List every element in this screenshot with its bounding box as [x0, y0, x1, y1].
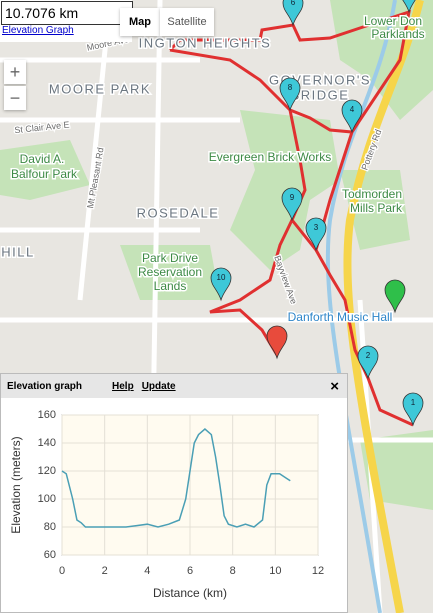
- elevation-link[interactable]: Elevation Graph: [2, 25, 74, 36]
- distance-box: Elevation Graph: [0, 0, 133, 42]
- elevation-line: [61, 428, 291, 528]
- map-label: Lands: [154, 279, 187, 293]
- map-label: MOORE PARK: [49, 81, 151, 96]
- pin: [279, 77, 301, 112]
- route-marker[interactable]: 10: [210, 267, 232, 302]
- marker-label: 6: [291, 0, 296, 7]
- y-tick-label: 140: [38, 437, 56, 449]
- x-tick-label: 12: [312, 565, 324, 577]
- zoom-in[interactable]: +: [4, 60, 26, 84]
- route-marker[interactable]: 4: [341, 99, 363, 134]
- map-label: INGTON HEIGHTS: [139, 35, 272, 50]
- pin: [341, 99, 363, 134]
- marker-label: 8: [288, 83, 293, 92]
- distance-input[interactable]: [1, 1, 133, 25]
- close-button[interactable]: ×: [330, 377, 339, 395]
- map-button[interactable]: Map: [120, 8, 160, 36]
- y-tick-label: 60: [44, 549, 56, 561]
- pin: [210, 267, 232, 302]
- x-tick-label: 10: [269, 565, 281, 577]
- x-tick-label: 2: [102, 565, 108, 577]
- pin: [402, 392, 424, 427]
- map-label: BRIDGE: [291, 87, 350, 102]
- route-marker[interactable]: 3: [305, 217, 327, 252]
- x-tick-label: 4: [144, 565, 150, 577]
- zoom-out[interactable]: −: [4, 86, 26, 110]
- pin: [402, 0, 416, 14]
- update-link[interactable]: Update: [141, 380, 176, 392]
- help-link[interactable]: Help: [112, 380, 134, 392]
- map-label: HILL: [1, 244, 34, 259]
- pin: [282, 0, 304, 27]
- marker-label: 9: [290, 193, 295, 202]
- map-label: Evergreen Brick Works: [209, 150, 331, 164]
- map-label: Danforth Music Hall: [288, 310, 393, 324]
- x-axis-title: Distance (km): [153, 586, 227, 600]
- map-label: ROSEDALE: [137, 205, 220, 220]
- map-label: David A.: [20, 152, 65, 166]
- marker-label: 10: [217, 273, 226, 282]
- y-tick-label: 160: [38, 409, 56, 421]
- route-marker[interactable]: 2: [357, 345, 379, 380]
- map-label: Lower Don: [364, 14, 422, 28]
- panel-title: Elevation graph: [7, 380, 83, 392]
- pin: [266, 325, 288, 360]
- y-tick-label: 100: [38, 493, 56, 505]
- pin: [357, 345, 379, 380]
- marker-label: 4: [350, 105, 355, 114]
- map-label: Park Drive: [142, 251, 198, 265]
- y-tick-label: 80: [44, 521, 56, 533]
- satellite-button[interactable]: Satellite: [160, 8, 214, 36]
- marker-label: 1: [411, 398, 416, 407]
- x-tick-label: 0: [59, 565, 65, 577]
- map-label: Reservation: [138, 265, 202, 279]
- route-marker[interactable]: 9: [281, 187, 303, 222]
- route-marker[interactable]: 8: [279, 77, 301, 112]
- pin: [384, 279, 406, 314]
- pin: [305, 217, 327, 252]
- map-label: Todmorden: [342, 187, 402, 201]
- pin: [281, 187, 303, 222]
- route-marker[interactable]: 6: [282, 0, 304, 27]
- map-label: Mills Park: [350, 201, 403, 215]
- y-tick-label: 120: [38, 465, 56, 477]
- map-label: Balfour Park: [11, 167, 78, 181]
- route-marker[interactable]: 5: [399, 0, 419, 14]
- panel-header: Elevation graph Help Update ×: [1, 374, 347, 398]
- x-tick-label: 6: [187, 565, 193, 577]
- elevation-panel: Elevation graph Help Update × 60 80 100 120…: [0, 373, 348, 613]
- elevation-chart: 60 80 100 120 140 160 0 2 4 6 8 10 12 Distance (km) El…: [9, 409, 324, 600]
- marker-label: 2: [366, 351, 371, 360]
- y-axis-title: Elevation (meters): [9, 436, 23, 533]
- marker-label: 3: [314, 223, 319, 232]
- map-label: Parklands: [371, 27, 424, 41]
- route-marker[interactable]: 1: [402, 392, 424, 427]
- x-tick-label: 8: [230, 565, 236, 577]
